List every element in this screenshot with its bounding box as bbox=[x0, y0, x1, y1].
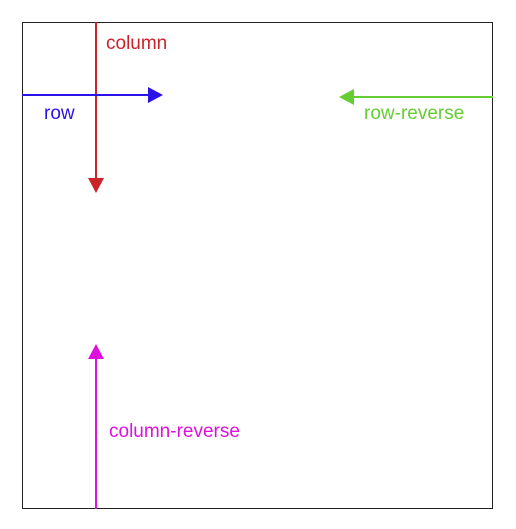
column-reverse-label: column-reverse bbox=[109, 421, 240, 442]
column-label: column bbox=[106, 33, 168, 54]
column-arrow bbox=[88, 22, 104, 193]
row-reverse-label: row-reverse bbox=[364, 103, 465, 124]
row-arrow bbox=[22, 87, 163, 103]
row-reverse-arrow bbox=[339, 89, 493, 105]
diagram-frame bbox=[22, 22, 493, 509]
column-reverse-arrow bbox=[88, 344, 104, 509]
row-label: row bbox=[44, 103, 75, 124]
